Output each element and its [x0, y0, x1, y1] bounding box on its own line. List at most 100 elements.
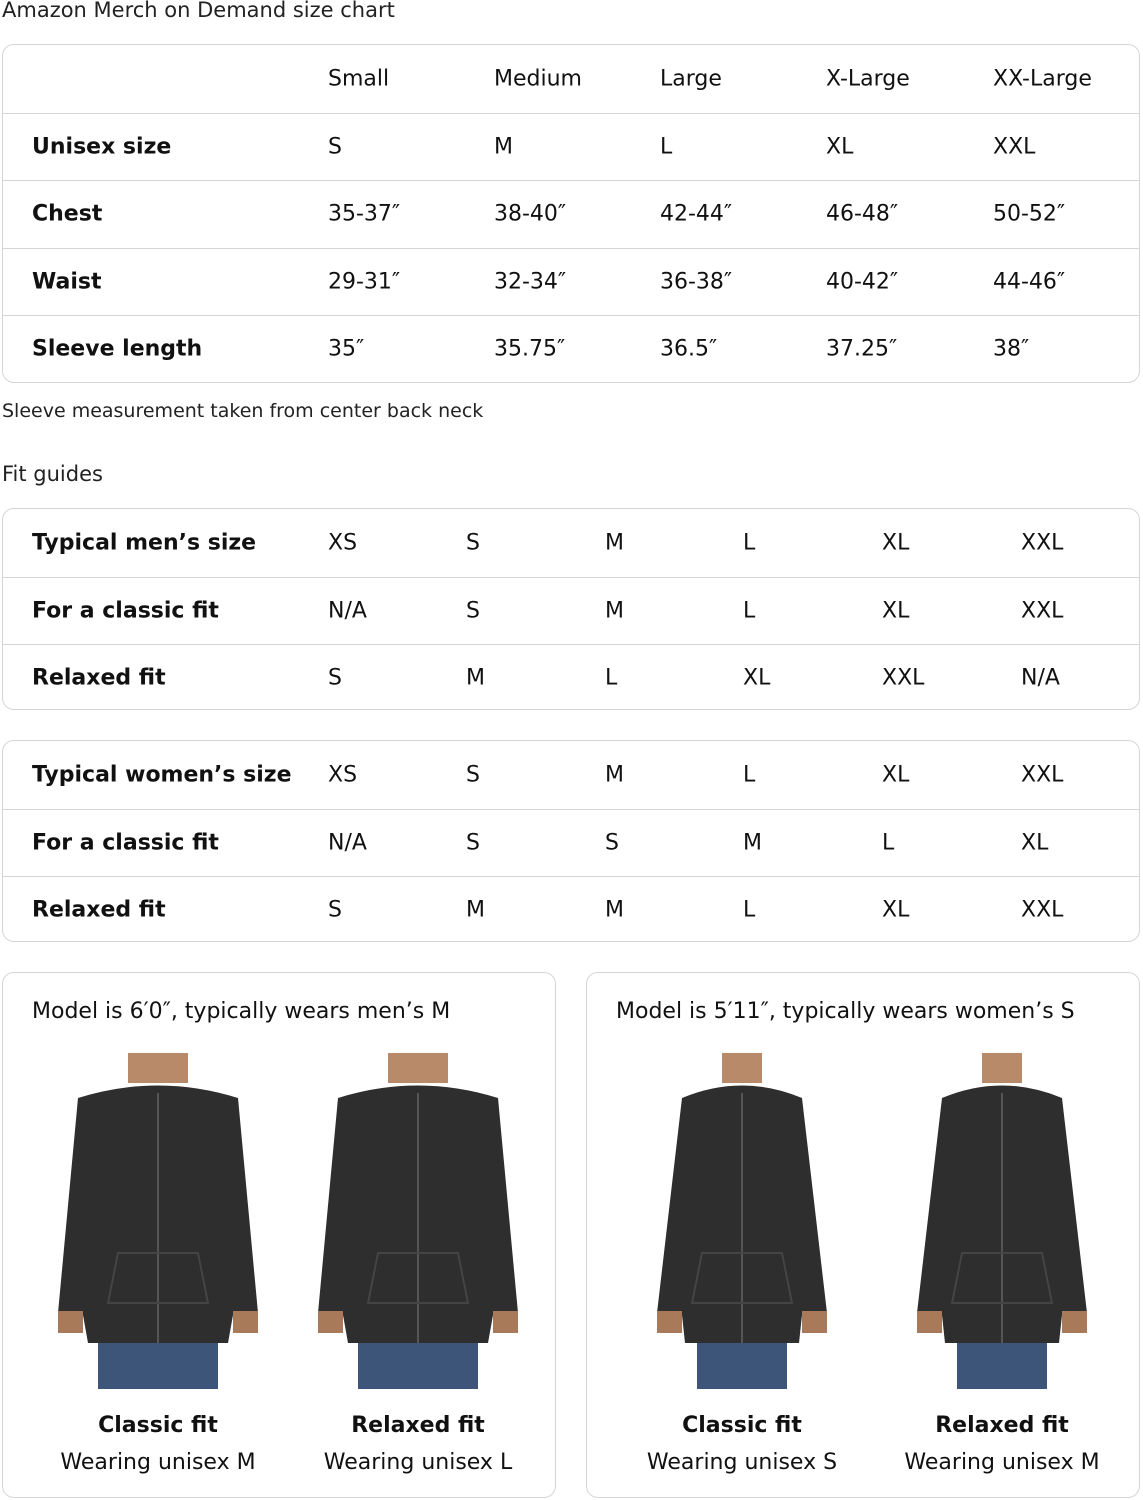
cell: XXL — [882, 665, 925, 691]
cell: M — [494, 134, 513, 160]
table-row: Relaxed fit S M L XL XXL N/A — [3, 644, 1139, 709]
cell: 40-42″ — [826, 269, 899, 295]
cell: XL — [882, 530, 910, 556]
model-photo — [887, 1053, 1117, 1389]
cell: 37.25″ — [826, 336, 898, 362]
fit-label: Relaxed fit — [935, 1413, 1069, 1438]
row-label: Relaxed fit — [32, 665, 166, 691]
mens-model-card: Model is 6′0″, typically wears men’s M C… — [2, 972, 556, 1498]
row-label: Sleeve length — [32, 336, 203, 362]
cell: L — [743, 598, 756, 624]
cell: S — [328, 134, 342, 160]
fit-label: Relaxed fit — [351, 1413, 485, 1438]
cell: XXL — [1021, 530, 1064, 556]
cell: 38″ — [993, 336, 1030, 362]
cell: XS — [328, 762, 358, 788]
wearing-size: Wearing unisex L — [323, 1450, 513, 1475]
cell: S — [466, 530, 480, 556]
row-label: Unisex size — [32, 134, 172, 160]
cell: 32-34″ — [494, 269, 567, 295]
fit-guides-title: Fit guides — [2, 462, 103, 486]
cell: S — [466, 762, 480, 788]
cell: XL — [882, 762, 910, 788]
cell: S — [605, 830, 619, 856]
row-label: Waist — [32, 269, 102, 295]
cell: M — [743, 830, 762, 856]
model-description: Model is 5′11″, typically wears women’s … — [616, 999, 1075, 1024]
page-title: Amazon Merch on Demand size chart — [2, 0, 395, 22]
cell: XS — [328, 530, 358, 556]
table-row: For a classic fit N/A S M L XL XXL — [3, 576, 1139, 645]
sleeve-note: Sleeve measurement taken from center bac… — [2, 400, 484, 422]
cell: XXL — [1021, 598, 1064, 624]
column-header: Medium — [494, 66, 582, 92]
cell: XL — [826, 134, 854, 160]
model-description: Model is 6′0″, typically wears men’s M — [32, 999, 451, 1024]
cell: 35″ — [328, 336, 365, 362]
cell: N/A — [328, 830, 367, 856]
cell: M — [605, 530, 624, 556]
cell: L — [882, 830, 895, 856]
cell: XL — [1021, 830, 1049, 856]
size-chart-table: Small Medium Large X-Large XX-Large Unisex si… — [2, 44, 1140, 383]
wearing-size: Wearing unisex M — [904, 1450, 1100, 1475]
cell: S — [466, 830, 480, 856]
cell: S — [328, 665, 342, 691]
cell: N/A — [328, 598, 367, 624]
cell: S — [466, 598, 480, 624]
cell: XL — [882, 897, 910, 923]
cell: 46-48″ — [826, 201, 899, 227]
cell: L — [743, 762, 756, 788]
row-label: Typical men’s size — [32, 530, 257, 556]
cell: XL — [743, 665, 771, 691]
cell: XL — [882, 598, 910, 624]
table-header-row: Small Medium Large X-Large XX-Large — [3, 45, 1139, 113]
fit-label: Classic fit — [682, 1413, 802, 1438]
cell: 29-31″ — [328, 269, 401, 295]
cell: L — [605, 665, 618, 691]
table-row: Typical men’s size XS S M L XL XXL — [3, 509, 1139, 577]
cell: 35-37″ — [328, 201, 401, 227]
womens-model-card: Model is 5′11″, typically wears women’s … — [586, 972, 1140, 1498]
cell: 36-38″ — [660, 269, 733, 295]
table-row: Unisex size S M L XL XXL — [3, 112, 1139, 181]
model-photo — [303, 1053, 533, 1389]
table-row: Chest 35-37″ 38-40″ 42-44″ 46-48″ 50-52″ — [3, 180, 1139, 248]
row-label: For a classic fit — [32, 830, 219, 856]
fit-label: Classic fit — [98, 1413, 218, 1438]
table-row: Relaxed fit S M M L XL XXL — [3, 876, 1139, 941]
column-header: Large — [660, 66, 722, 92]
cell: 35.75″ — [494, 336, 566, 362]
row-label: Chest — [32, 201, 103, 227]
table-row: Waist 29-31″ 32-34″ 36-38″ 40-42″ 44-46″ — [3, 247, 1139, 316]
wearing-size: Wearing unisex S — [646, 1450, 838, 1475]
row-label: Typical women’s size — [32, 762, 292, 788]
cell: 50-52″ — [993, 201, 1066, 227]
model-photo — [627, 1053, 857, 1389]
cell: M — [605, 762, 624, 788]
table-row: Sleeve length 35″ 35.75″ 36.5″ 37.25″ 38″ — [3, 315, 1139, 382]
column-header: Small — [328, 66, 390, 92]
model-photo — [43, 1053, 273, 1389]
cell: M — [466, 665, 485, 691]
cell: XXL — [993, 134, 1036, 160]
cell: XXL — [1021, 897, 1064, 923]
cell: L — [743, 530, 756, 556]
cell: M — [605, 897, 624, 923]
cell: S — [328, 897, 342, 923]
table-row: For a classic fit N/A S S M L XL — [3, 808, 1139, 877]
row-label: For a classic fit — [32, 598, 219, 624]
cell: L — [743, 897, 756, 923]
column-header: X-Large — [826, 66, 910, 92]
cell: 38-40″ — [494, 201, 567, 227]
cell: 42-44″ — [660, 201, 733, 227]
cell: L — [660, 134, 673, 160]
mens-fit-table: Typical men’s size XS S M L XL XXL For a classi… — [2, 508, 1140, 710]
cell: 44-46″ — [993, 269, 1066, 295]
cell: XXL — [1021, 762, 1064, 788]
wearing-size: Wearing unisex M — [60, 1450, 256, 1475]
row-label: Relaxed fit — [32, 897, 166, 923]
column-header: XX-Large — [993, 66, 1092, 92]
cell: 36.5″ — [660, 336, 718, 362]
cell: M — [605, 598, 624, 624]
